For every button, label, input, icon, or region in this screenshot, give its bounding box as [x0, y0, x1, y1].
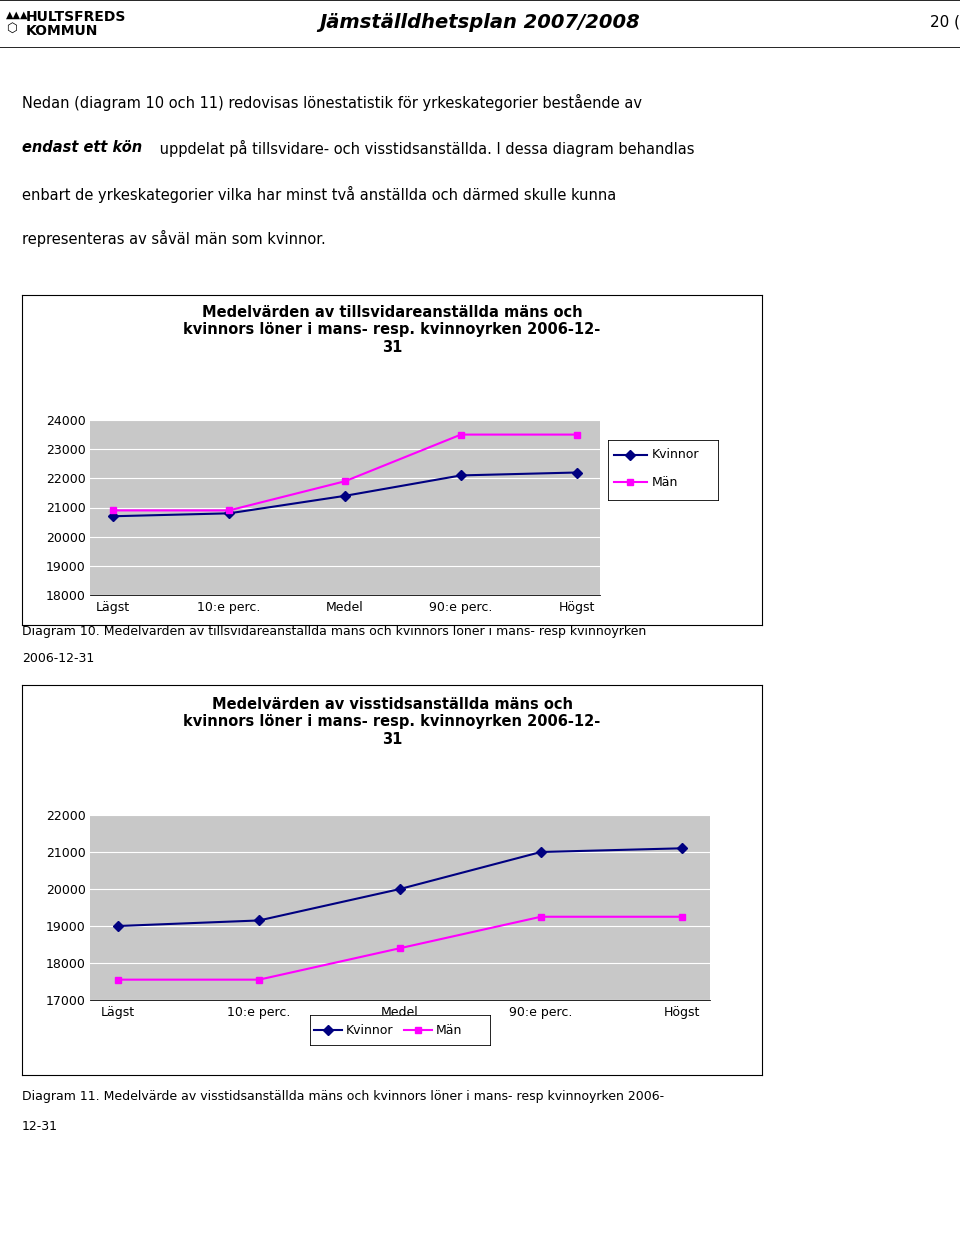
Män — [571, 427, 583, 442]
Kvinnor — [571, 464, 583, 479]
Text: ▲▲▲: ▲▲▲ — [6, 10, 29, 20]
Text: enbart de yrkeskategorier vilka har minst två anställda och därmed skulle kunna: enbart de yrkeskategorier vilka har mins… — [22, 186, 616, 203]
Text: 12-31: 12-31 — [22, 1121, 58, 1133]
Män — [339, 473, 350, 488]
Text: Nedan (diagram 10 och 11) redovisas lönestatistik för yrkeskategorier bestående : Nedan (diagram 10 och 11) redovisas löne… — [22, 94, 642, 110]
Män — [535, 909, 546, 924]
Män — [455, 427, 467, 442]
Text: KOMMUN: KOMMUN — [26, 24, 98, 38]
Män — [253, 973, 265, 988]
Text: Diagram 10. Medelvärden av tillsvidareanställda mäns och kvinnors löner i mans- : Diagram 10. Medelvärden av tillsvidarean… — [22, 625, 646, 638]
Text: 2006-12-31: 2006-12-31 — [22, 653, 94, 665]
Kvinnor — [455, 468, 467, 483]
Text: Jämställdhetsplan 2007/2008: Jämställdhetsplan 2007/2008 — [320, 13, 640, 31]
Line: Kvinnor: Kvinnor — [109, 469, 580, 520]
Kvinnor — [224, 506, 235, 521]
Kvinnor — [253, 912, 265, 927]
Kvinnor — [676, 841, 687, 856]
Kvinnor — [108, 508, 119, 523]
Text: Medelvärden av tillsvidareanställda mäns och
kvinnors löner i mans- resp. kvinno: Medelvärden av tillsvidareanställda mäns… — [183, 305, 601, 355]
Text: uppdelat på tillsvidare- och visstidsanställda. I dessa diagram behandlas: uppdelat på tillsvidare- och visstidsans… — [156, 141, 695, 157]
Män — [395, 941, 406, 956]
Kvinnor — [112, 919, 124, 934]
Line: Män: Män — [114, 914, 685, 983]
Text: endast ett kön: endast ett kön — [22, 141, 142, 156]
Män — [108, 503, 119, 518]
Line: Kvinnor: Kvinnor — [114, 845, 685, 930]
Text: Medelvärden av visstidsanställda mäns och
kvinnors löner i mans- resp. kvinnoyrk: Medelvärden av visstidsanställda mäns oc… — [183, 697, 601, 747]
Män — [224, 503, 235, 518]
Män — [112, 973, 124, 988]
Text: ⬡: ⬡ — [6, 23, 17, 35]
Text: 20 (26): 20 (26) — [930, 15, 960, 30]
Kvinnor — [535, 845, 546, 860]
Kvinnor — [395, 881, 406, 896]
Text: Diagram 11. Medelvärde av visstidsanställda mäns och kvinnors löner i mans- resp: Diagram 11. Medelvärde av visstidsanstäl… — [22, 1091, 664, 1103]
Line: Män: Män — [109, 432, 580, 513]
Text: representeras av såväl män som kvinnor.: representeras av såväl män som kvinnor. — [22, 230, 325, 247]
Text: HULTSFREDS: HULTSFREDS — [26, 10, 127, 24]
Text: Kvinnor: Kvinnor — [346, 1024, 394, 1037]
Text: Män: Män — [652, 476, 679, 488]
Text: Män: Män — [436, 1024, 463, 1037]
Kvinnor — [339, 488, 350, 503]
Text: Kvinnor: Kvinnor — [652, 448, 700, 462]
Män — [676, 909, 687, 924]
